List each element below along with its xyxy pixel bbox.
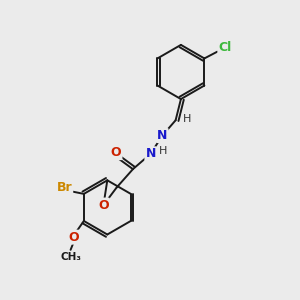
Text: O: O [111,146,122,159]
Text: N: N [146,147,156,160]
Text: O: O [68,231,79,244]
Text: N: N [157,129,168,142]
Text: H: H [159,146,167,157]
Text: Cl: Cl [218,41,232,54]
Text: O: O [98,199,109,212]
Text: H: H [183,114,191,124]
Text: Br: Br [57,182,72,194]
Text: CH₃: CH₃ [60,252,81,262]
